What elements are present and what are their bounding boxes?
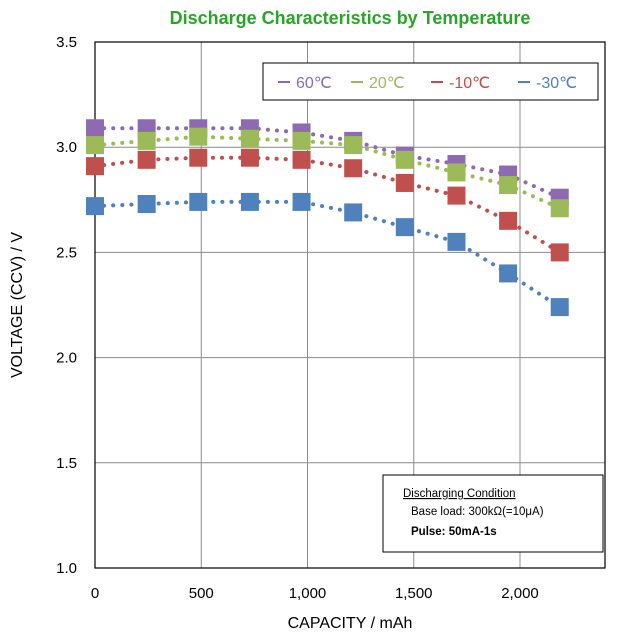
data-point — [395, 218, 414, 237]
data-point — [447, 186, 466, 205]
x-axis-label: CAPACITY / mAh — [288, 615, 413, 632]
series-group — [86, 148, 569, 262]
chart-title: Discharge Characteristics by Temperature — [170, 8, 531, 28]
data-point — [344, 136, 363, 155]
data-point — [550, 199, 569, 218]
data-point — [395, 173, 414, 192]
y-axis-label: VOLTAGE (CCV) / V — [9, 232, 26, 378]
data-point — [292, 131, 311, 150]
condition-heading: Discharging Condition — [403, 488, 516, 500]
legend-label: -30℃ — [536, 75, 577, 92]
condition-box — [382, 474, 604, 553]
legend-label: -10℃ — [449, 75, 490, 92]
series-group — [86, 192, 569, 317]
x-tick-label: 1,500 — [395, 585, 433, 602]
x-tick-label: 2,000 — [501, 585, 539, 602]
data-point — [240, 129, 259, 148]
y-tick-label: 2.5 — [56, 244, 77, 261]
series-trendline — [93, 134, 562, 211]
data-point — [86, 157, 104, 176]
data-point — [499, 264, 518, 283]
condition-pulse: Pulse: 50mA-1s — [411, 526, 497, 538]
y-tick-label: 1.5 — [56, 455, 77, 472]
data-point — [86, 197, 104, 216]
data-point — [240, 192, 259, 211]
series-trendline — [93, 126, 562, 200]
data-point — [189, 127, 208, 146]
x-tick-label: 500 — [189, 585, 214, 602]
data-point — [550, 243, 569, 262]
data-point — [292, 150, 311, 169]
legend-label: 20℃ — [369, 75, 405, 92]
y-tick-label: 3.0 — [56, 139, 77, 156]
data-point — [86, 119, 104, 138]
y-tick-label: 1.0 — [56, 560, 77, 577]
data-point — [86, 136, 104, 155]
y-tick-label: 3.5 — [56, 34, 77, 51]
data-point — [344, 159, 363, 178]
series-layer — [86, 119, 569, 317]
data-point — [499, 211, 518, 230]
legend-items: 60℃ 20℃ -10℃ -30℃ — [278, 75, 577, 92]
data-point — [189, 192, 208, 211]
legend: 60℃ 20℃ -10℃ -30℃ — [262, 62, 599, 101]
data-point — [137, 131, 156, 150]
data-point — [447, 163, 466, 182]
condition-base-load: Base load: 300kΩ(=10μA) — [411, 506, 544, 518]
data-point — [344, 203, 363, 222]
data-point — [189, 148, 208, 167]
legend-label: 60℃ — [296, 75, 332, 92]
data-point — [137, 195, 156, 214]
x-tick-label: 0 — [91, 585, 99, 602]
data-point — [550, 298, 569, 317]
y-tick-label: 2.0 — [56, 350, 77, 367]
data-point — [395, 150, 414, 169]
data-point — [499, 176, 518, 195]
data-point — [137, 150, 156, 169]
data-point — [292, 192, 311, 211]
data-point — [240, 148, 259, 167]
x-tick-label: 1,000 — [289, 585, 327, 602]
series-group — [86, 127, 569, 218]
x-tick-labels: 0 500 1,000 1,500 2,000 — [91, 585, 539, 602]
condition-annotation: Discharging Condition Base load: 300kΩ(=… — [382, 474, 604, 553]
legend-box — [262, 62, 599, 101]
plot-border — [94, 41, 606, 569]
y-tick-labels: 1.0 1.5 2.0 2.5 3.0 3.5 — [56, 34, 77, 577]
data-point — [447, 232, 466, 251]
